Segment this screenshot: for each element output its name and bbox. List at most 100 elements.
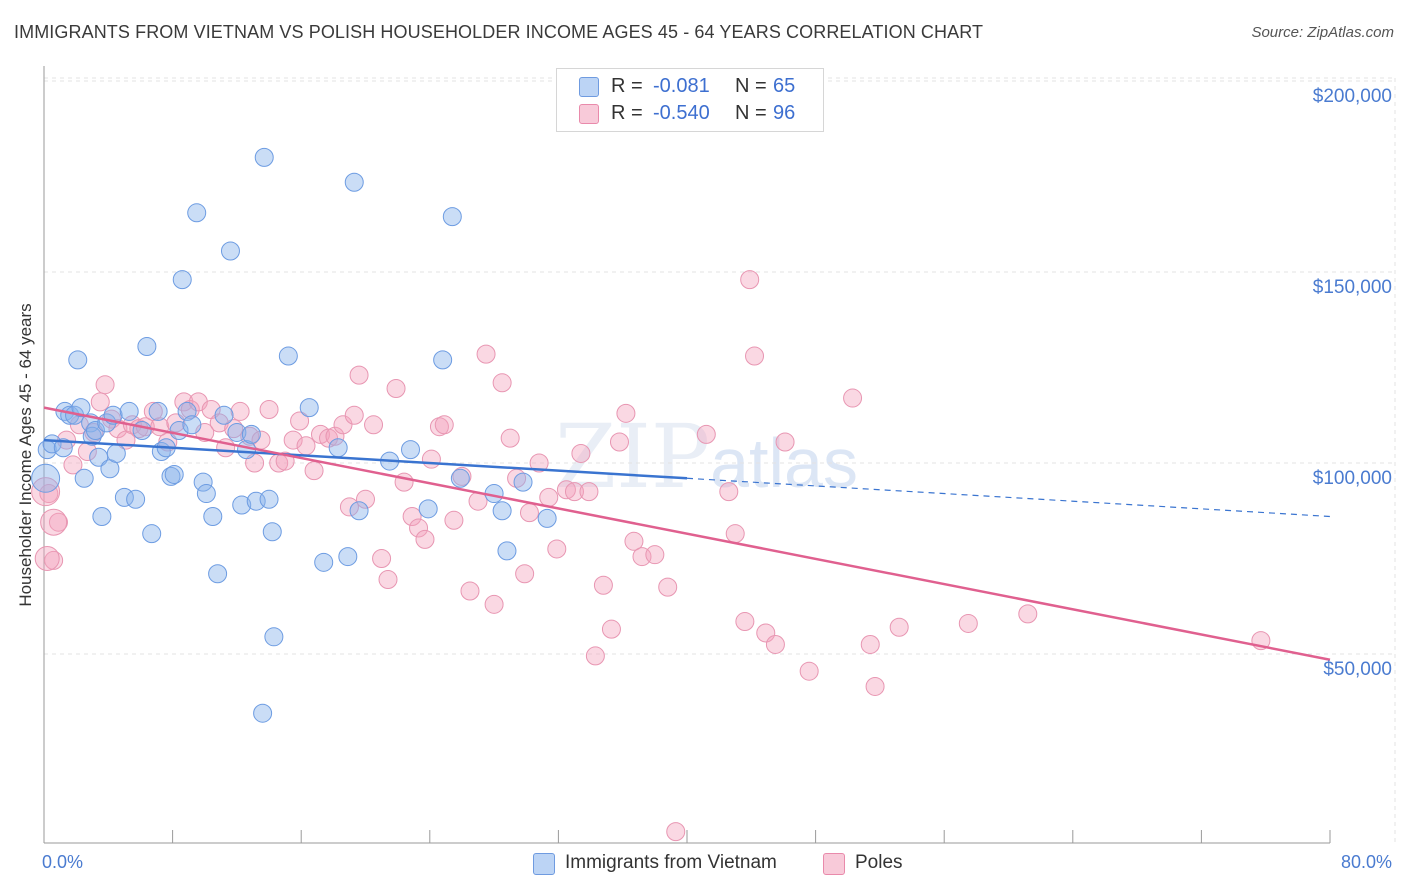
x-tick-label-max: 80.0%: [1340, 852, 1392, 872]
vietnam-point: [537, 508, 557, 528]
vietnam-point: [253, 703, 273, 723]
legend-swatch-pink: [823, 853, 845, 875]
poles-point: [283, 430, 303, 450]
poles-point: [415, 529, 435, 549]
legend-n-value: 65: [773, 75, 796, 97]
poles-point: [593, 575, 613, 595]
vietnam-point: [349, 501, 369, 521]
poles-point: [319, 428, 339, 448]
poles-point: [95, 375, 115, 395]
poles-point: [304, 461, 324, 481]
poles-point: [696, 424, 716, 444]
vietnam-point: [193, 472, 213, 492]
watermark: ZIPatlas: [555, 405, 858, 508]
vietnam-point-large: [31, 463, 61, 493]
x-tick-label-min: 0.0%: [42, 852, 84, 872]
poles-point: [765, 634, 785, 654]
poles-point: [556, 480, 576, 500]
y-tick-label-50000: $50,000: [1323, 659, 1392, 680]
vietnam-point: [119, 401, 139, 421]
poles-point: [259, 400, 279, 420]
poles-point: [666, 822, 686, 842]
poles-point: [344, 405, 364, 425]
legend-n-value: 96: [773, 102, 796, 124]
axes: [43, 66, 1331, 844]
vietnam-point: [278, 346, 298, 366]
poles-point: [571, 443, 591, 463]
poles-point: [735, 612, 755, 632]
vietnam-point: [513, 472, 533, 492]
trend-lines: [43, 406, 1331, 661]
vietnam-point: [208, 564, 228, 584]
legend-swatch-blue: [533, 853, 555, 875]
source-label: Source: ZipAtlas.com: [1251, 24, 1394, 41]
vietnam-point: [433, 350, 453, 370]
vietnam-point: [182, 415, 202, 435]
vietnam-trend-line-extension: [686, 477, 1331, 518]
poles-point: [444, 510, 464, 530]
poles-point: [843, 388, 863, 408]
poles-point: [658, 577, 678, 597]
y-tick-label-200000: $200,000: [1312, 86, 1392, 107]
poles-point: [402, 506, 422, 526]
vietnam-point: [241, 424, 261, 444]
vietnam-point: [106, 443, 126, 463]
vietnam-trend-line: [43, 438, 688, 480]
vietnam-point: [82, 426, 102, 446]
poles-point: [958, 613, 978, 633]
poles-point: [725, 524, 745, 544]
vietnam-point: [172, 270, 192, 290]
poles-point: [579, 482, 599, 502]
poles-point: [624, 531, 644, 551]
legend-n-label: N =: [735, 102, 767, 124]
chart-title: IMMIGRANTS FROM VIETNAM VS POLISH HOUSEH…: [14, 22, 984, 42]
vietnam-point: [254, 147, 274, 167]
poles-points: [31, 270, 1271, 842]
poles-point: [740, 270, 760, 290]
vietnam-point: [214, 405, 234, 425]
vietnam-point: [262, 522, 282, 542]
vietnam-point: [92, 506, 112, 526]
watermark-zip: ZIP: [555, 405, 711, 508]
poles-point: [775, 432, 795, 452]
poles-point: [865, 676, 885, 696]
legend-label: Immigrants from Vietnam: [565, 852, 777, 873]
poles-point: [63, 455, 83, 475]
poles-point: [460, 581, 480, 601]
poles-point: [333, 415, 353, 435]
poles-point: [585, 646, 605, 666]
y-tick-label-150000: $150,000: [1312, 277, 1392, 298]
legend-r-value: -0.081: [653, 75, 710, 97]
poles-point: [529, 453, 549, 473]
vietnam-point: [497, 541, 517, 561]
vietnam-point: [264, 627, 284, 647]
vietnam-point: [232, 495, 252, 515]
poles-point: [745, 346, 765, 366]
vietnam-point: [299, 398, 319, 418]
poles-point: [434, 415, 454, 435]
vietnam-point: [53, 438, 73, 458]
vietnam-point: [338, 547, 358, 567]
poles-point: [860, 634, 880, 654]
vietnam-point: [203, 506, 223, 526]
poles-point: [364, 415, 384, 435]
legend-r-value: -0.540: [653, 102, 710, 124]
vietnam-point: [132, 421, 152, 441]
poles-point: [500, 428, 520, 448]
legend-n-label: N =: [735, 75, 767, 97]
vietnam-point: [344, 172, 364, 192]
poles-point: [476, 344, 496, 364]
poles-point-large: [40, 508, 68, 536]
vietnam-point: [328, 438, 348, 458]
vietnam-point: [196, 484, 216, 504]
poles-point: [296, 436, 316, 456]
vietnam-point: [71, 398, 91, 418]
poles-point: [378, 570, 398, 590]
poles-point: [372, 549, 392, 568]
poles-point: [421, 449, 441, 469]
poles-point: [484, 594, 504, 614]
vietnam-point: [187, 203, 207, 223]
legend-label: Poles: [855, 852, 903, 873]
vietnam-point: [148, 401, 168, 421]
poles-point: [519, 503, 539, 523]
